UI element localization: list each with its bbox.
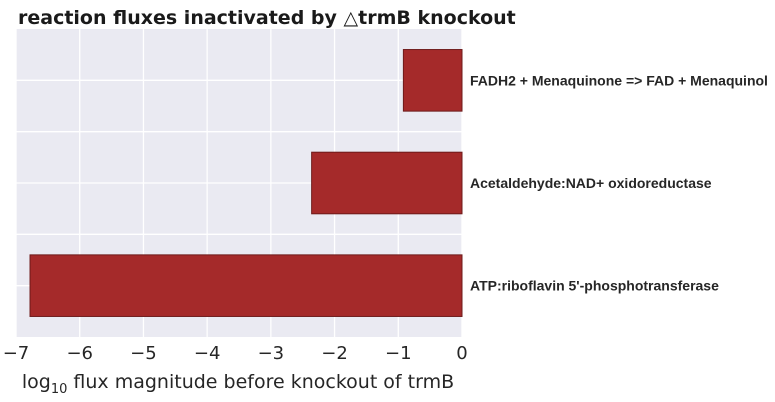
x-axis-label-suffix: flux magnitude before knockout of trmB	[67, 371, 454, 393]
bar	[29, 254, 463, 317]
x-tick-label: −1	[385, 343, 412, 364]
bar	[311, 151, 463, 215]
bar	[402, 49, 463, 112]
bar-labels: FADH2 + Menaquinone => FAD + Menaquinol A…	[470, 72, 768, 293]
x-tick-label: −6	[66, 343, 93, 364]
bars	[29, 49, 463, 317]
x-axis-label-prefix: log	[22, 371, 51, 393]
bar-category-label: FADH2 + Menaquinone => FAD + Menaquinol	[470, 72, 768, 88]
bar-category-label: Acetaldehyde:NAD+ oxidoreductase	[470, 175, 712, 191]
x-tick-label: −4	[194, 343, 221, 364]
x-axis-label: log10 flux magnitude before knockout of …	[22, 371, 454, 397]
x-tick-label: −2	[321, 343, 348, 364]
x-axis-label-subscript: 10	[51, 382, 68, 397]
x-tick-label: −5	[130, 343, 157, 364]
x-tick-labels: −7 −6 −5 −4 −3 −2 −1 0	[3, 343, 468, 364]
x-tick-label: 0	[456, 343, 467, 364]
bar-category-label: ATP:riboflavin 5'-phosphotransferase	[470, 278, 719, 294]
chart-title: reaction fluxes inactivated by △trmB kno…	[18, 7, 516, 29]
x-tick-label: −7	[3, 343, 30, 364]
x-tick-label: −3	[258, 343, 285, 364]
